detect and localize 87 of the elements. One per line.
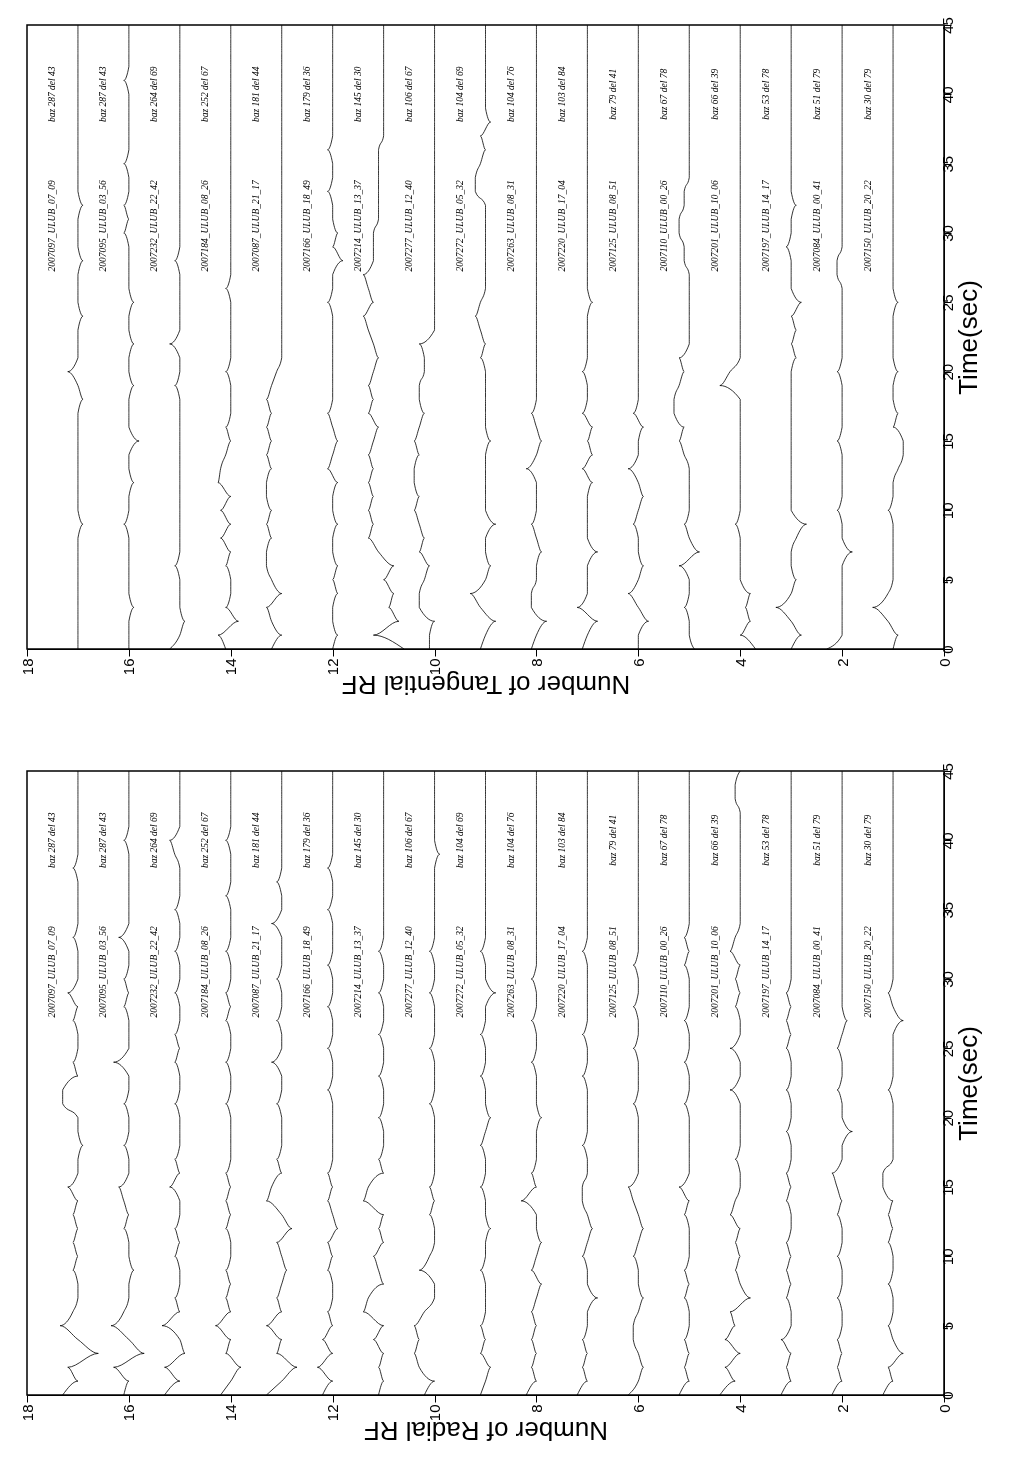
annotation: baz 179 del 36 bbox=[302, 66, 313, 123]
annotation: 2007277_ULUB_12_40 bbox=[404, 926, 415, 1018]
annotation: 2007087_ULUB_21_17 bbox=[251, 925, 262, 1018]
x-tick-label: 12 bbox=[324, 658, 342, 676]
annotation: 2007125_ULUB_08_51 bbox=[607, 926, 618, 1018]
annotation: 2007166_ULUB_18_49 bbox=[302, 180, 313, 272]
annotation: baz 181 del 44 bbox=[251, 812, 262, 869]
x-tick-label: 4 bbox=[731, 658, 749, 667]
annotation: baz 104 del 69 bbox=[455, 66, 466, 123]
x-tick-label: 16 bbox=[120, 658, 138, 676]
annotation: baz 53 del 78 bbox=[760, 814, 771, 866]
annotation: baz 106 del 67 bbox=[404, 811, 415, 869]
annotation: baz 66 del 39 bbox=[709, 68, 720, 120]
annotation: 2007095_ULUB_03_56 bbox=[98, 180, 109, 272]
x-tick-label: 8 bbox=[527, 658, 545, 667]
annotation: 2007272_ULUB_05_32 bbox=[455, 180, 466, 272]
annotation: 2007197_ULUB_14_17 bbox=[760, 179, 771, 272]
annotation: 2007232_ULUB_22_42 bbox=[149, 926, 160, 1018]
x-tick-label: 2 bbox=[833, 658, 851, 667]
annotation: 2007201_ULUB_10_06 bbox=[709, 926, 720, 1018]
annotation: 2007263_ULUB_08_31 bbox=[505, 926, 516, 1018]
annotation: baz 53 del 78 bbox=[760, 68, 771, 120]
annotation: baz 79 del 41 bbox=[607, 68, 618, 120]
annotation: 2007184_ULUB_08_26 bbox=[200, 926, 211, 1018]
annotation: 2007184_ULUB_08_26 bbox=[200, 180, 211, 272]
annotation: 2007110_ULUB_00_26 bbox=[658, 926, 669, 1018]
annotation: 2007277_ULUB_12_40 bbox=[404, 180, 415, 272]
annotation: baz 104 del 76 bbox=[505, 812, 516, 869]
y-axis-title: Time(sec) bbox=[952, 280, 983, 395]
x-tick-label: 18 bbox=[18, 658, 36, 676]
annotation: baz 67 del 78 bbox=[658, 814, 669, 866]
annotation: 2007197_ULUB_14_17 bbox=[760, 925, 771, 1018]
annotation: baz 79 del 41 bbox=[607, 814, 618, 866]
annotation: baz 179 del 36 bbox=[302, 812, 313, 869]
annotation: baz 145 del 30 bbox=[353, 66, 364, 123]
annotation: 2007232_ULUB_22_42 bbox=[149, 180, 160, 272]
x-tick-label: 8 bbox=[527, 1404, 545, 1413]
annotation: baz 287 del 43 bbox=[47, 66, 58, 123]
annotation: 2007220_ULUB_17_04 bbox=[556, 180, 567, 272]
annotation: 2007087_ULUB_21_17 bbox=[251, 179, 262, 272]
annotation: 2007110_ULUB_00_26 bbox=[658, 180, 669, 272]
annotation: 2007084_ULUB_00_41 bbox=[811, 180, 822, 272]
annotation: baz 181 del 44 bbox=[251, 66, 262, 123]
annotation: baz 103 del 84 bbox=[556, 66, 567, 123]
x-tick-label: 10 bbox=[426, 1404, 444, 1422]
x-tick-label: 18 bbox=[18, 1404, 36, 1422]
x-tick-label: 6 bbox=[629, 1404, 647, 1413]
annotation: baz 66 del 39 bbox=[709, 814, 720, 866]
y-axis-title: Time(sec) bbox=[952, 1026, 983, 1141]
annotation: 2007214_ULUB_13_37 bbox=[353, 925, 364, 1018]
annotation: baz 145 del 30 bbox=[353, 812, 364, 869]
x-tick-label: 2 bbox=[833, 1404, 851, 1413]
x-tick-label: 16 bbox=[120, 1404, 138, 1422]
x-tick-label: 14 bbox=[222, 1404, 240, 1422]
annotation: baz 104 del 76 bbox=[505, 66, 516, 123]
annotation: baz 264 del 69 bbox=[149, 812, 160, 869]
annotation: 2007097_ULUB_07_09 bbox=[47, 180, 58, 272]
annotation: baz 287 del 43 bbox=[47, 812, 58, 869]
annotation: 2007084_ULUB_00_41 bbox=[811, 926, 822, 1018]
annotation: 2007220_ULUB_17_04 bbox=[556, 926, 567, 1018]
x-tick-label: 6 bbox=[629, 658, 647, 667]
annotation: baz 67 del 78 bbox=[658, 68, 669, 120]
annotation: 2007095_ULUB_03_56 bbox=[98, 926, 109, 1018]
annotation: 2007150_ULUB_20_22 bbox=[862, 180, 873, 272]
x-tick-label: 12 bbox=[324, 1404, 342, 1422]
annotation: baz 287 del 43 bbox=[98, 66, 109, 123]
annotation: 2007214_ULUB_13_37 bbox=[353, 179, 364, 272]
annotation: baz 252 del 67 bbox=[200, 811, 211, 869]
annotation: baz 51 del 79 bbox=[811, 68, 822, 120]
annotation: baz 30 del 79 bbox=[862, 68, 873, 120]
annotation: baz 30 del 79 bbox=[862, 814, 873, 866]
annotation: baz 104 del 69 bbox=[455, 812, 466, 869]
annotation: baz 252 del 67 bbox=[200, 65, 211, 123]
x-tick-label: 4 bbox=[731, 1404, 749, 1413]
annotation: 2007263_ULUB_08_31 bbox=[505, 180, 516, 272]
annotation: 2007097_ULUB_07_09 bbox=[47, 926, 58, 1018]
annotation: baz 106 del 67 bbox=[404, 65, 415, 123]
annotation: 2007125_ULUB_08_51 bbox=[607, 180, 618, 272]
annotation: 2007166_ULUB_18_49 bbox=[302, 926, 313, 1018]
annotation: baz 287 del 43 bbox=[98, 812, 109, 869]
annotation: 2007150_ULUB_20_22 bbox=[862, 926, 873, 1018]
x-tick-label: 14 bbox=[222, 658, 240, 676]
annotation: 2007201_ULUB_10_06 bbox=[709, 180, 720, 272]
annotation: baz 51 del 79 bbox=[811, 814, 822, 866]
annotation: 2007272_ULUB_05_32 bbox=[455, 926, 466, 1018]
annotation: baz 264 del 69 bbox=[149, 66, 160, 123]
annotation: baz 103 del 84 bbox=[556, 812, 567, 869]
